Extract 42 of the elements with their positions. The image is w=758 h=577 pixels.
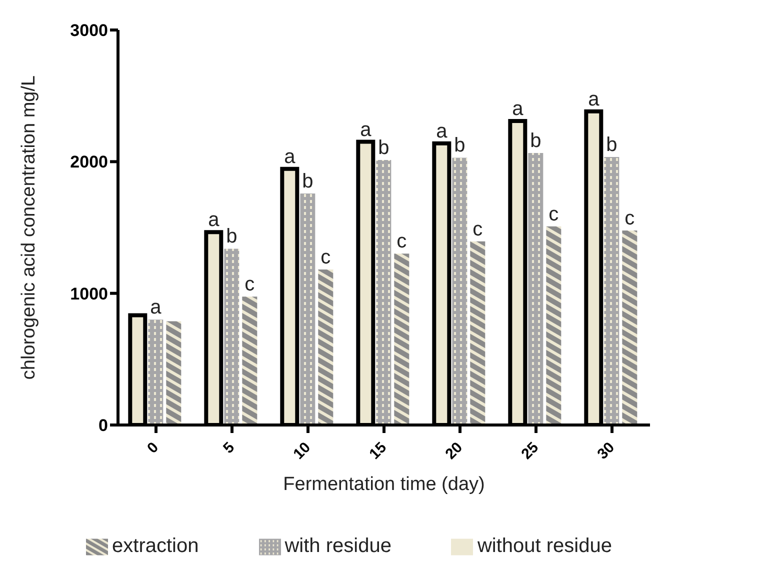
data-label: b xyxy=(302,170,314,193)
data-label: b xyxy=(606,134,618,156)
data-label: c xyxy=(396,230,407,253)
data-label: c xyxy=(244,274,255,296)
data-label: a xyxy=(588,88,600,110)
x-tick-label: 5 xyxy=(220,438,238,457)
y-tick-label: 3000 xyxy=(70,21,108,40)
bar xyxy=(394,254,410,425)
legend-label: extraction xyxy=(112,535,199,557)
y-tick-label: 2000 xyxy=(70,152,108,172)
data-label: c xyxy=(624,208,635,230)
bar xyxy=(166,321,182,425)
y-tick-label: 1000 xyxy=(70,284,108,304)
x-tick-label: 10 xyxy=(290,438,314,463)
data-label: b xyxy=(454,134,466,157)
data-label: a xyxy=(150,296,162,319)
x-tick-label: 20 xyxy=(442,438,466,463)
data-label: b xyxy=(378,136,390,159)
data-label: a xyxy=(284,146,296,168)
x-tick-label: 15 xyxy=(366,438,390,463)
bar xyxy=(242,296,258,425)
x-tick-label: 0 xyxy=(144,438,162,457)
data-label: c xyxy=(472,218,483,240)
bar xyxy=(470,241,486,425)
legend-label: without residue xyxy=(477,535,612,557)
bar xyxy=(318,270,334,425)
x-axis-title: Fermentation time (day) xyxy=(283,474,485,495)
x-tick-label: 25 xyxy=(518,438,542,463)
data-label: a xyxy=(512,98,524,120)
bar xyxy=(622,230,638,425)
data-label: a xyxy=(360,118,372,141)
x-tick-label: 30 xyxy=(594,438,618,463)
data-label: a xyxy=(436,120,448,142)
legend-label: with residue xyxy=(284,535,392,557)
data-label: b xyxy=(226,226,238,248)
data-label: a xyxy=(208,209,220,232)
bar xyxy=(546,226,562,425)
y-tick-label: 0 xyxy=(98,416,108,436)
data-label: c xyxy=(548,203,559,226)
data-label: b xyxy=(530,130,542,152)
y-axis-title: chlorogenic acid concentration mg/L xyxy=(18,75,40,380)
data-label: c xyxy=(320,246,331,268)
